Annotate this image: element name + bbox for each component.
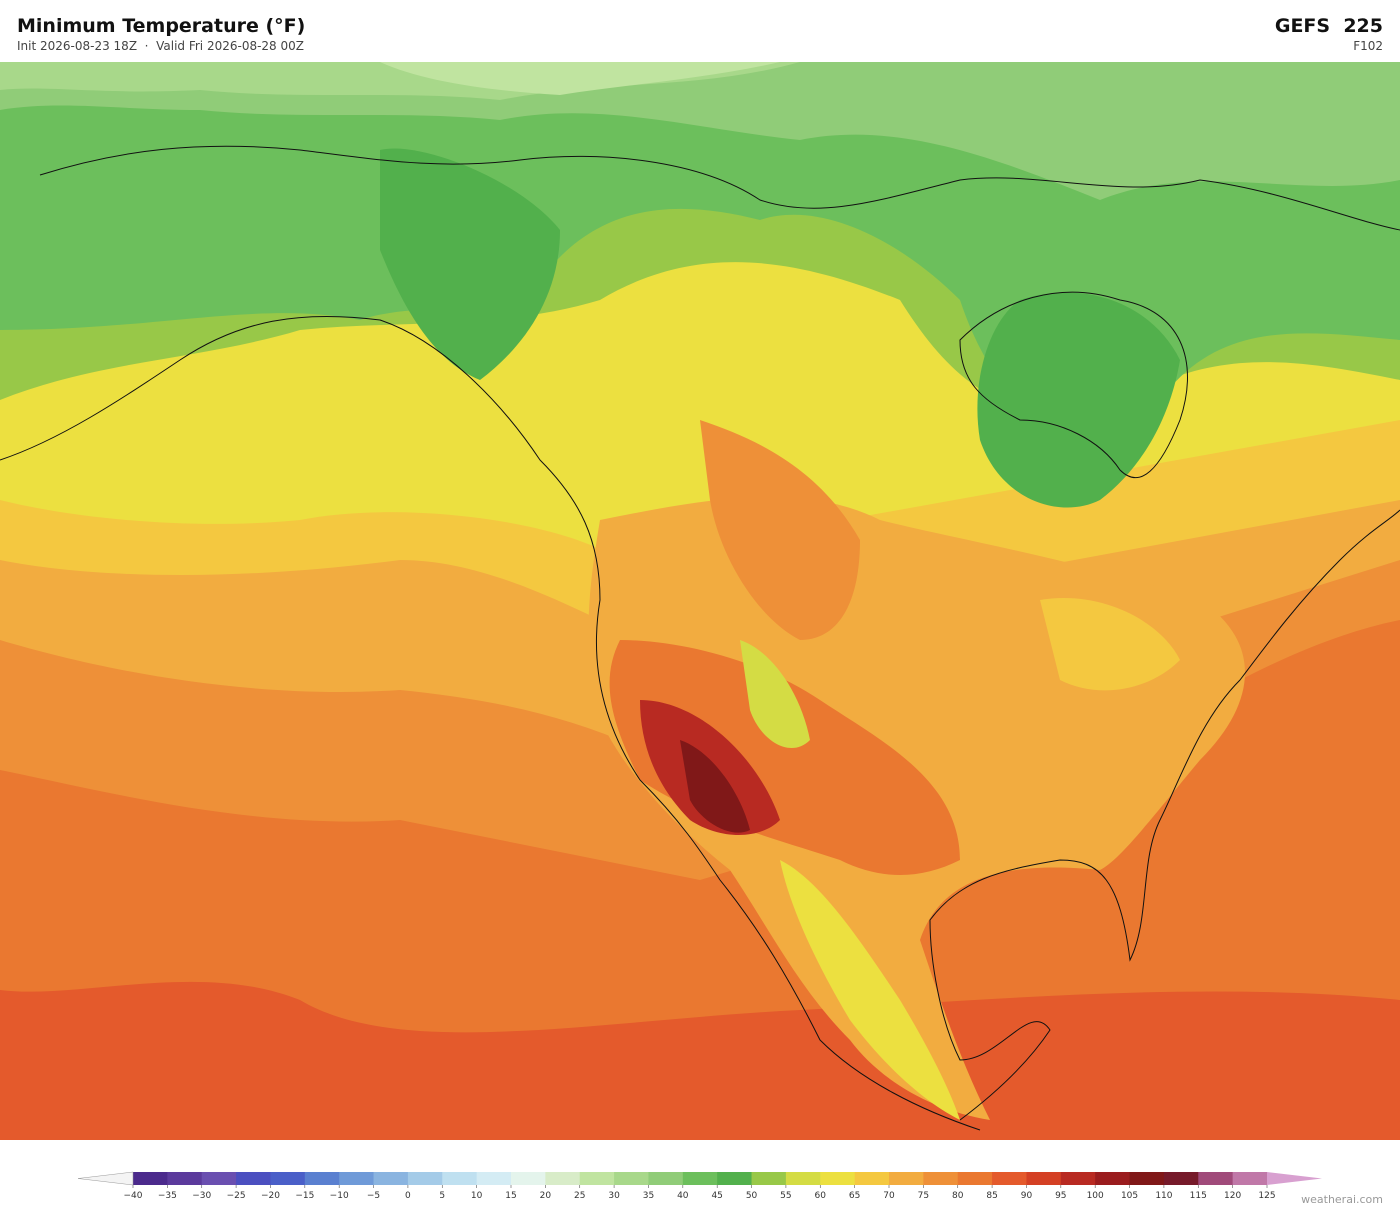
colorbar-swatch (270, 1172, 306, 1185)
colorbar-tick-label: 60 (815, 1191, 827, 1201)
run-info: Init 2026-08-23 18Z · Valid Fri 2026-08-… (17, 39, 304, 53)
colorbar-swatch (1060, 1172, 1096, 1185)
colorbar-swatch (407, 1172, 443, 1185)
colorbar-tick-label: 50 (746, 1191, 758, 1201)
colorbar-swatch (648, 1172, 684, 1185)
colorbar-tick-label: 40 (677, 1191, 689, 1201)
colorbar-tick-label: 120 (1224, 1191, 1241, 1201)
temperature-field (0, 62, 1400, 1140)
colorbar-swatch (201, 1172, 237, 1185)
colorbar-swatch (1129, 1172, 1165, 1185)
colorbar-tick-label: 110 (1155, 1191, 1172, 1201)
colorbar-tick-label: −35 (158, 1191, 177, 1201)
colorbar-swatch (236, 1172, 271, 1185)
colorbar-tick-label: −30 (192, 1191, 211, 1201)
colorbar-tick-label: −10 (330, 1191, 349, 1201)
colorbar-tick-label: 90 (1021, 1191, 1033, 1201)
forecast-hour: F102 (1353, 39, 1383, 53)
colorbar-tick-label: 25 (574, 1191, 585, 1201)
colorbar-swatch (511, 1172, 546, 1185)
model-label: GEFS 225 (1274, 15, 1383, 37)
colorbar-tick-label: −5 (367, 1191, 380, 1201)
colorbar-swatch (957, 1172, 993, 1185)
colorbar-tick-label: 80 (952, 1191, 964, 1201)
colorbar-tick-label: −25 (227, 1191, 246, 1201)
colorbar-swatch (1232, 1172, 1268, 1185)
colorbar-swatch (785, 1172, 821, 1185)
colorbar-tick-label: 55 (780, 1191, 791, 1201)
colorbar-tick-label: 0 (405, 1191, 411, 1201)
colorbar-tick-label: 10 (471, 1191, 483, 1201)
colorbar-swatch (820, 1172, 856, 1185)
colorbar-swatch (1026, 1172, 1062, 1185)
colorbar-tick-label: 35 (643, 1191, 654, 1201)
colorbar-swatch (1095, 1172, 1131, 1185)
colorbar-swatch (682, 1172, 718, 1185)
colorbar-tick-label: 100 (1087, 1191, 1104, 1201)
colorbar-swatch (133, 1172, 168, 1185)
colorbar-swatch (992, 1172, 1027, 1185)
colorbar-tick-label: 45 (711, 1191, 722, 1201)
colorbar-tick-label: 105 (1121, 1191, 1138, 1201)
colorbar-swatch (373, 1172, 409, 1185)
colorbar-tick-label: 70 (883, 1191, 895, 1201)
credit: weatherai.com (1301, 1193, 1383, 1206)
colorbar-tick-label: −40 (124, 1191, 143, 1201)
colorbar-tick-label: 20 (540, 1191, 552, 1201)
colorbar-tick-label: 30 (608, 1191, 620, 1201)
colorbar-swatch (167, 1172, 203, 1185)
colorbar-swatch (1198, 1172, 1234, 1185)
colorbar-swatch (717, 1172, 753, 1185)
colorbar-tick-label: −15 (295, 1191, 314, 1201)
colorbar-tick-label: 5 (439, 1191, 445, 1201)
colorbar-swatch (339, 1172, 375, 1185)
colorbar-swatch (304, 1172, 340, 1185)
map-title: Minimum Temperature (°F) (17, 15, 306, 37)
colorbar-swatch (579, 1172, 615, 1185)
colorbar-tick-label: 15 (505, 1191, 516, 1201)
colorbar-tick-label: −20 (261, 1191, 280, 1201)
colorbar-swatch (889, 1172, 924, 1185)
colorbar-swatch (923, 1172, 959, 1185)
colorbar-tick-label: 95 (1055, 1191, 1066, 1201)
colorbar-swatch (751, 1172, 787, 1185)
colorbar-tick-label: 75 (918, 1191, 929, 1201)
colorbar-tick-label: 85 (986, 1191, 997, 1201)
colorbar-swatch (854, 1172, 890, 1185)
colorbar-swatch (476, 1172, 512, 1185)
colorbar: −40 −35 −30 −25 −20 −15 −10 −5 0 5 10 15 20 25 30 35 40 4… (77, 1171, 1322, 1201)
colorbar-over (1267, 1172, 1322, 1185)
colorbar-swatch (1163, 1172, 1199, 1185)
colorbar-under (77, 1171, 134, 1186)
colorbar-tick-label: 125 (1258, 1191, 1275, 1201)
colorbar-swatch (545, 1172, 581, 1185)
colorbar-swatch (442, 1172, 478, 1185)
colorbar-swatch (614, 1172, 649, 1185)
coastlines (0, 145, 1400, 1131)
colorbar-tick-label: 65 (849, 1191, 860, 1201)
colorbar-tick-label: 115 (1190, 1191, 1207, 1201)
